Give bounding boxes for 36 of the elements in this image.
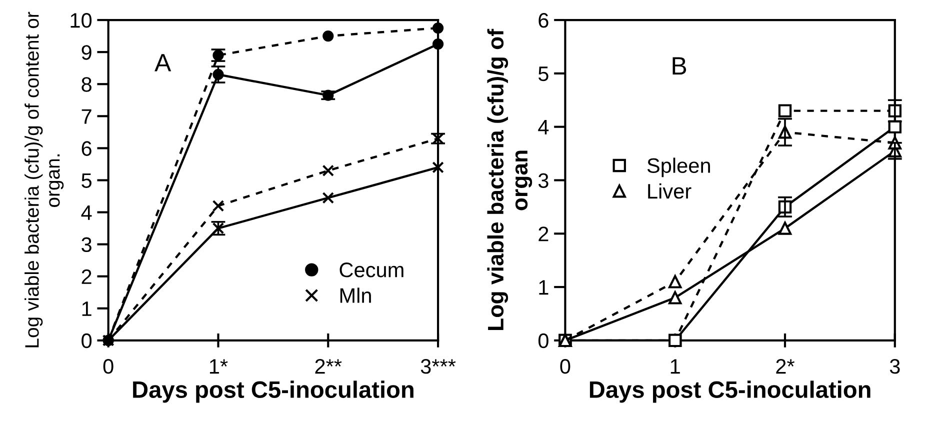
y-tick-label: 1 — [82, 302, 92, 316]
x-tick-label: 1 — [670, 359, 680, 374]
y-tick-label: 5 — [82, 173, 92, 188]
y-tick-label: 3 — [538, 173, 548, 188]
y-tick-label: 0 — [538, 333, 548, 348]
x-tick-label: 2** — [315, 359, 342, 374]
y-tick-label: 2 — [538, 226, 548, 242]
y-tick-label: 9 — [82, 45, 92, 60]
legend-label: Spleen — [647, 158, 710, 178]
y-tick-label: 3 — [82, 237, 92, 252]
y-axis-title: Log viable bacteria (cfu)/g of content or organ. — [24, 12, 64, 348]
legend-label: Liver — [648, 183, 692, 199]
x-axis-title: Days post C5-inoculation — [133, 380, 414, 403]
y-tick-label: 10 — [70, 13, 92, 28]
y-tick-label: 2 — [82, 269, 92, 284]
y-tick-label: 6 — [538, 13, 548, 28]
y-tick-label: 6 — [82, 141, 92, 156]
legend-label: Mln — [340, 288, 371, 303]
x-tick-label: 0 — [103, 359, 114, 374]
y-tick-label: 5 — [538, 66, 548, 82]
y-tick-label: 0 — [82, 333, 92, 348]
y-tick-label: 4 — [538, 120, 549, 134]
y-tick-label: 7 — [82, 109, 92, 124]
x-tick-label: 3 — [890, 359, 900, 374]
x-tick-label: 1* — [210, 359, 228, 374]
annotation: B — [672, 57, 686, 74]
x-tick-label: 2* — [776, 359, 795, 374]
y-axis-title: Log viable bacteria (cfu)/g of organ — [487, 28, 532, 330]
y-tick-label: 8 — [82, 77, 92, 92]
x-axis-title: Days post C5-inoculation — [590, 380, 870, 403]
y-tick-label: 4 — [81, 205, 92, 220]
annotation: A — [154, 54, 172, 72]
x-tick-label: 3*** — [420, 359, 456, 374]
legend-label: Cecum — [340, 262, 404, 278]
y-tick-label: 1 — [539, 280, 548, 295]
x-tick-label: 0 — [560, 359, 570, 374]
